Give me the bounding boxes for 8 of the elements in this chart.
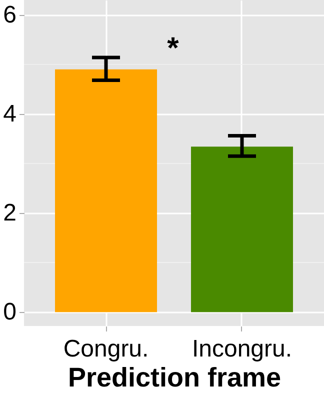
y-tick-label: 6 bbox=[3, 1, 16, 28]
y-tick-label: 2 bbox=[3, 200, 16, 227]
x-tick-label: Congru. bbox=[63, 336, 149, 362]
x-tick-label: Incongru. bbox=[192, 336, 292, 362]
x-axis-title: Prediction frame bbox=[68, 362, 282, 392]
y-tick-label: 4 bbox=[3, 100, 16, 128]
annotation: * bbox=[167, 32, 180, 65]
y-tick-label: 0 bbox=[3, 298, 16, 326]
